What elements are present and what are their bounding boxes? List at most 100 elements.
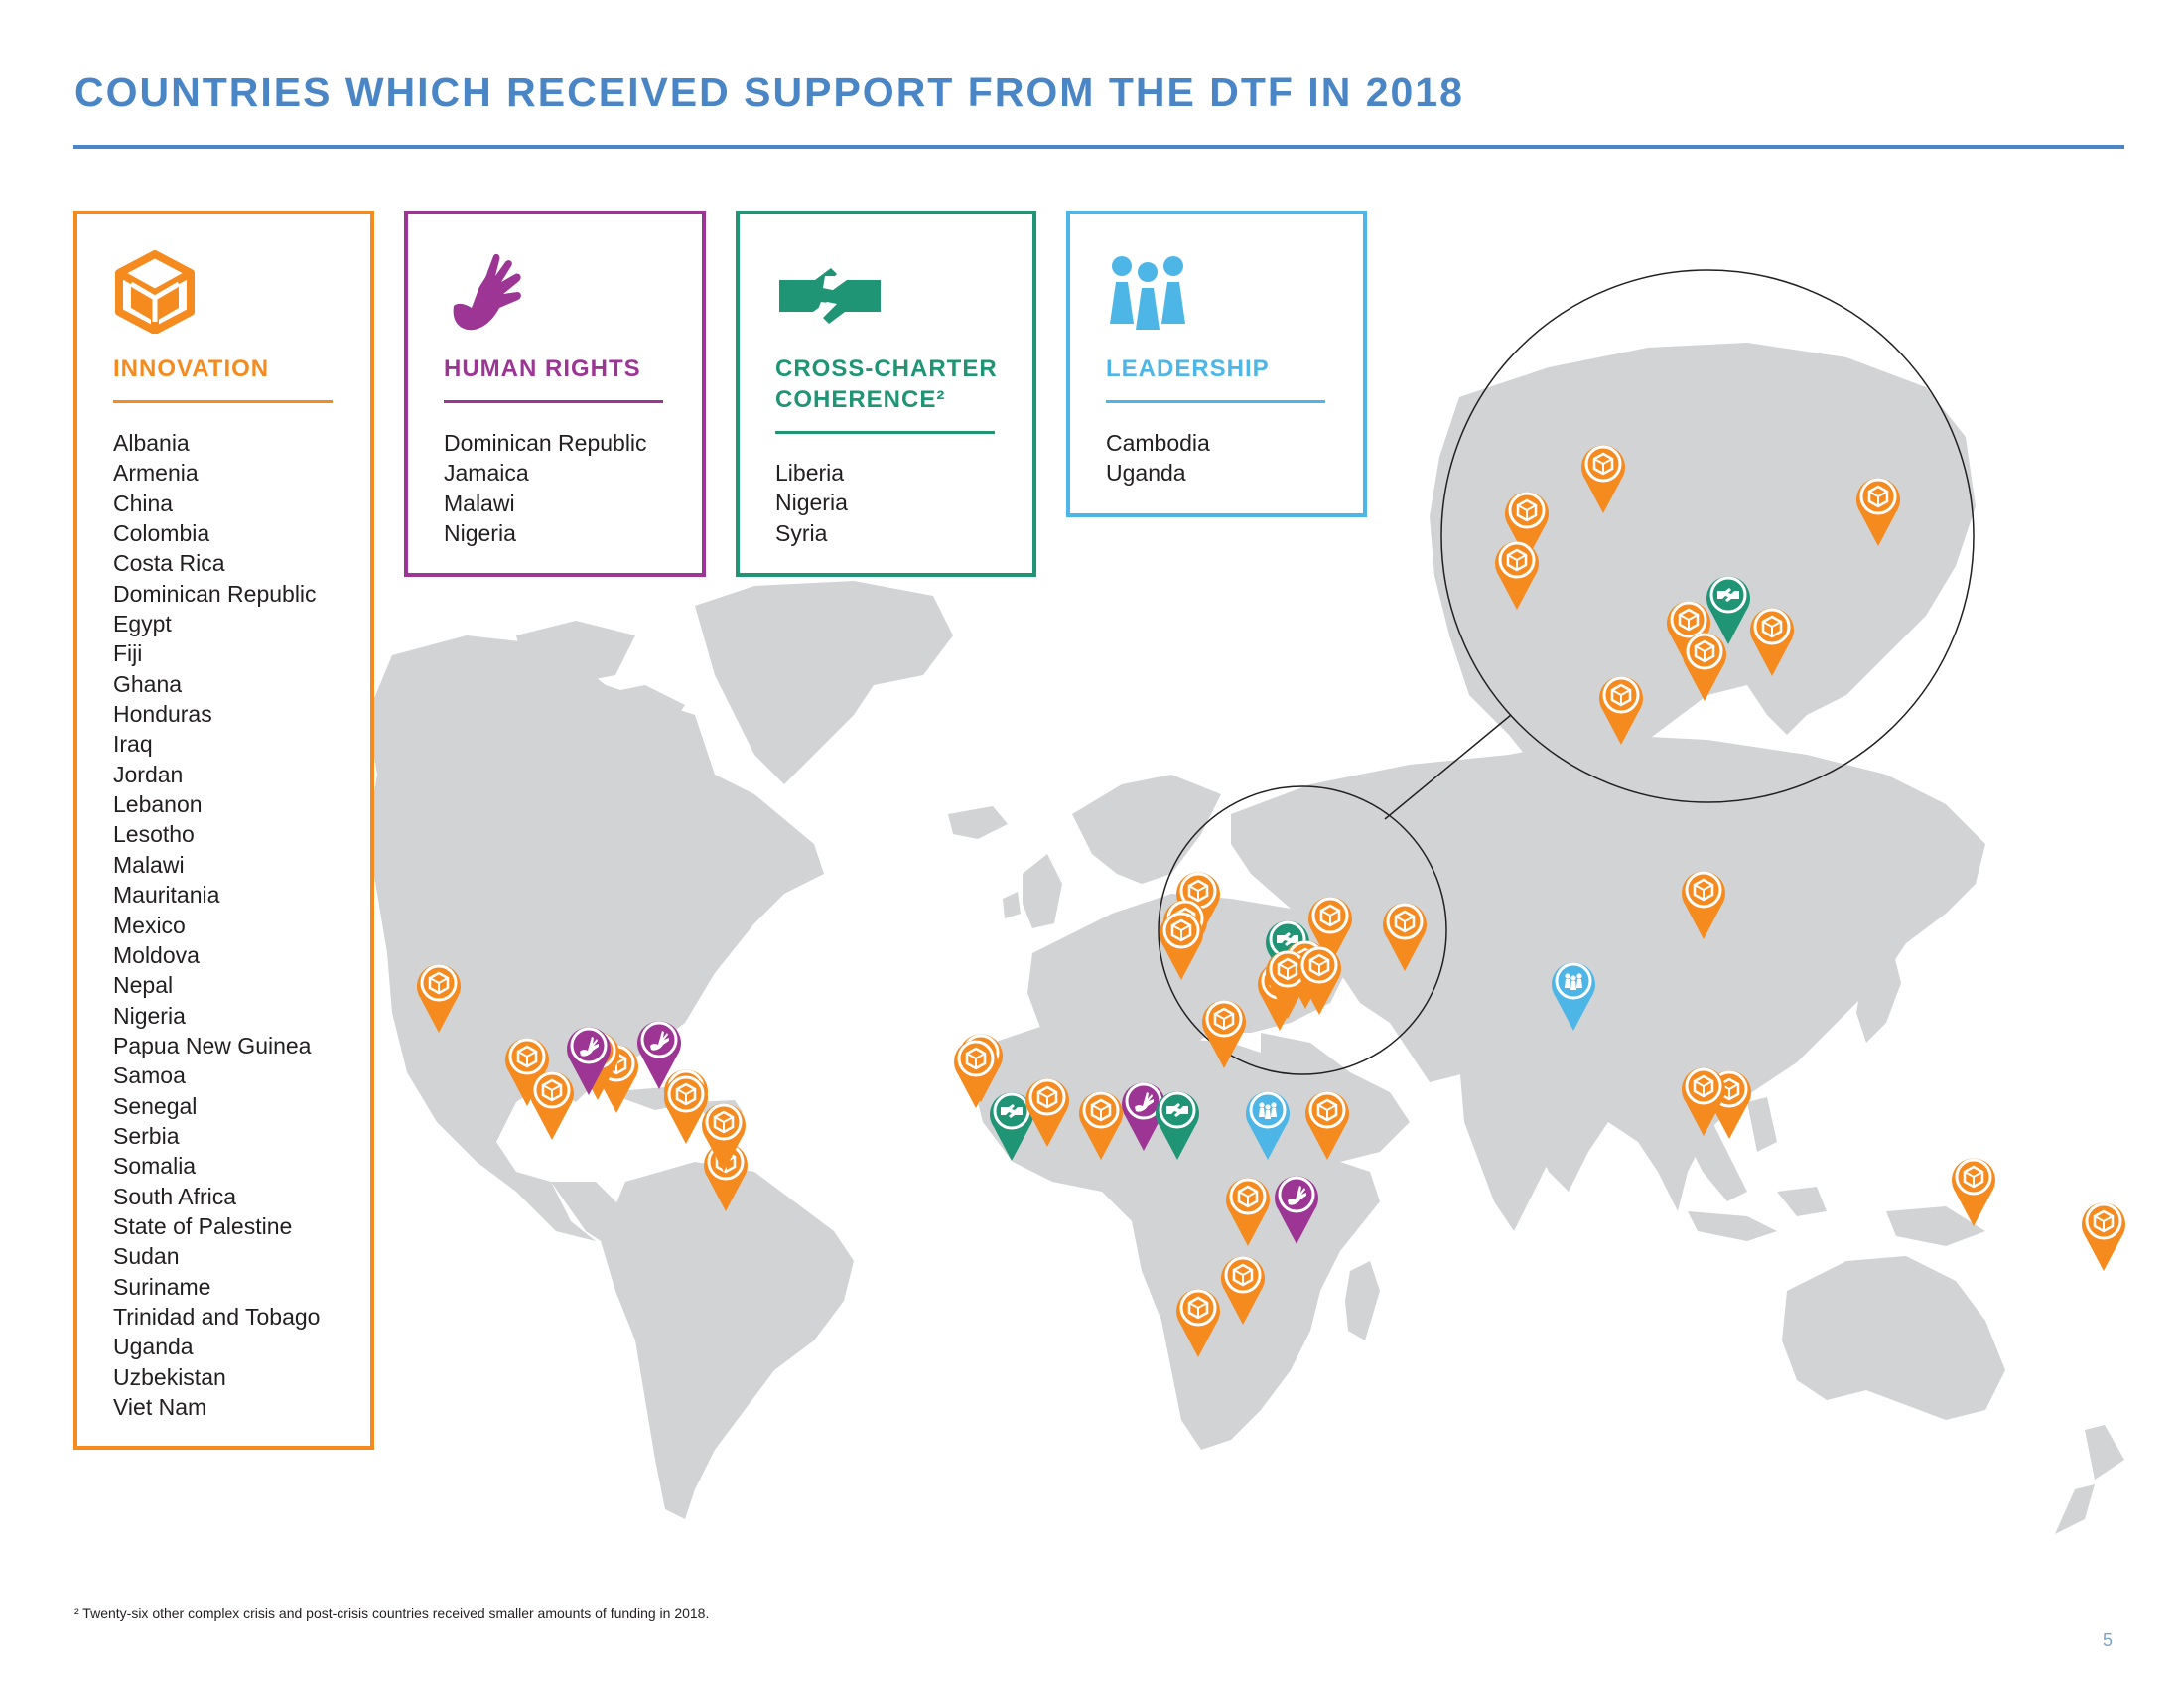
zoom-source-circle [1158, 785, 1447, 1075]
map-marker-human-rights[interactable] [567, 1027, 611, 1095]
legend-leadership: LEADERSHIP Cambodia Uganda [1066, 211, 1367, 517]
map-marker-cross-charter[interactable] [1706, 576, 1750, 644]
australia-shape [1782, 1256, 2005, 1420]
map-marker-innovation[interactable] [1226, 1178, 1270, 1246]
map-marker-innovation[interactable] [530, 1071, 574, 1140]
handshake-icon [779, 268, 881, 324]
north-america-shape [367, 635, 824, 1241]
country-list-item: Cambodia [1106, 430, 1210, 456]
map-marker-cross-charter[interactable] [990, 1092, 1033, 1161]
country-list-item: Lebanon [113, 791, 203, 818]
country-list-item: Samoa [113, 1062, 186, 1089]
map-marker-innovation[interactable] [1952, 1158, 1995, 1226]
map-marker-innovation[interactable] [1202, 1000, 1246, 1068]
country-list-item: Uganda [1106, 460, 1186, 487]
cube-icon [1963, 1165, 1984, 1189]
people-icon [1110, 256, 1185, 330]
cube-icon [1678, 608, 1700, 632]
country-list-item: Mexico [113, 912, 186, 938]
cube-icon [428, 971, 450, 995]
cube-icon [115, 250, 195, 334]
cube-icon [516, 1045, 538, 1068]
page-number: 5 [2103, 1630, 2114, 1650]
map-marker-innovation[interactable] [664, 1075, 708, 1144]
cube-icon [1237, 1185, 1259, 1208]
country-list-item: Fiji [113, 640, 143, 667]
map-marker-innovation[interactable] [1495, 541, 1539, 610]
raised-hand-icon [650, 1031, 669, 1051]
country-list-item: Senegal [113, 1092, 198, 1119]
map-marker-innovation[interactable] [1599, 676, 1643, 745]
map-marker-innovation[interactable] [1682, 1067, 1725, 1136]
map-marker-innovation[interactable] [1221, 1256, 1265, 1325]
cube-icon [1394, 910, 1416, 933]
country-list-item: Uganda [113, 1334, 194, 1360]
map-marker-cross-charter[interactable] [1156, 1091, 1199, 1160]
country-list-item: China [113, 490, 174, 516]
country-list-item: Jamaica [444, 460, 529, 487]
map-marker-innovation[interactable] [1297, 946, 1341, 1015]
cube-icon [675, 1082, 697, 1106]
country-list-item: Serbia [113, 1122, 180, 1149]
map-marker-innovation[interactable] [1176, 1289, 1220, 1357]
map-marker-innovation[interactable] [1305, 1091, 1349, 1160]
map-marker-innovation[interactable] [1079, 1091, 1123, 1160]
map-marker-innovation[interactable] [702, 1103, 746, 1172]
legend-cross-charter: CROSS-CHARTER COHERENCE² Liberia Nigeria S… [736, 211, 1036, 577]
map-marker-leadership[interactable] [1552, 962, 1595, 1031]
country-list-item: Liberia [775, 460, 845, 486]
country-list-item: Nepal [113, 972, 174, 999]
handshake-icon [1277, 932, 1298, 946]
map-marker-innovation[interactable] [1682, 871, 1725, 939]
cube-icon [1693, 878, 1714, 902]
south-america-shape [601, 1162, 854, 1519]
map-marker-human-rights[interactable] [1275, 1176, 1318, 1244]
country-list-item: Iraq [113, 731, 153, 758]
map-marker-innovation[interactable] [1383, 903, 1427, 971]
map-marker-innovation[interactable] [1308, 897, 1352, 965]
innovation-heading: INNOVATION [113, 355, 270, 382]
cube-icon [1036, 1085, 1058, 1109]
legend-human-rights: HUMAN RIGHTS Dominican Republic Jamaica Ma… [404, 211, 706, 577]
india-shape [1459, 1062, 1569, 1231]
country-list-item: Egypt [113, 611, 172, 637]
handshake-icon [1166, 1103, 1188, 1117]
cube-icon [1316, 1098, 1338, 1122]
map-marker-human-rights[interactable] [637, 1021, 681, 1089]
people-icon [1565, 973, 1582, 990]
map-marker-innovation[interactable] [1683, 633, 1726, 701]
raised-hand-icon [580, 1037, 599, 1057]
map-marker-leadership[interactable] [1246, 1091, 1290, 1160]
country-list-item: Uzbekistan [113, 1363, 226, 1390]
handshake-icon [1717, 588, 1739, 602]
map-marker-human-rights[interactable] [1122, 1082, 1165, 1151]
map-marker-innovation[interactable] [1160, 912, 1203, 980]
country-list-item: Somalia [113, 1153, 197, 1180]
country-list-item: Costa Rica [113, 550, 225, 577]
country-list-item: Malawi [113, 851, 185, 878]
map-marker-innovation[interactable] [2082, 1202, 2125, 1271]
map-marker-innovation[interactable] [1581, 445, 1625, 513]
cube-icon [965, 1047, 987, 1070]
map-marker-innovation[interactable] [1505, 492, 1549, 560]
cube-icon [1232, 1263, 1254, 1287]
zoom-connector-line [1384, 714, 1512, 820]
human-rights-heading: HUMAN RIGHTS [444, 355, 641, 382]
country-list-item: Dominican Republic [444, 430, 647, 456]
human-rights-country-list: Dominican Republic Jamaica Malawi Nigeria [444, 428, 647, 548]
country-list-item: Armenia [113, 460, 199, 487]
country-list-item: Syria [775, 519, 828, 546]
map-marker-innovation[interactable] [1750, 608, 1794, 676]
map-marker-innovation[interactable] [1856, 478, 1900, 546]
map-marker-innovation[interactable] [1025, 1078, 1069, 1147]
cube-icon [1187, 879, 1209, 903]
map-marker-innovation[interactable] [954, 1040, 998, 1108]
cube-icon [1610, 683, 1632, 707]
legend-innovation: INNOVATION Albania Armenia China Colombia Co… [73, 211, 374, 1450]
map-marker-innovation[interactable] [417, 964, 461, 1033]
map-marker-innovation[interactable] [505, 1038, 549, 1106]
map-marker-innovation[interactable] [1667, 601, 1710, 669]
country-list-item: Nigeria [444, 520, 516, 547]
innovation-rule [113, 400, 333, 403]
